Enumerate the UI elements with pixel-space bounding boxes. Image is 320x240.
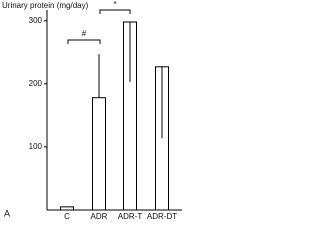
bar bbox=[92, 97, 106, 211]
bracket bbox=[99, 9, 131, 14]
y-tick-label: 300 bbox=[29, 16, 43, 25]
bracket bbox=[67, 39, 101, 44]
x-tick-label: C bbox=[64, 212, 70, 221]
panel-label: A bbox=[4, 208, 10, 218]
y-tick-label: 100 bbox=[29, 142, 43, 151]
annotation: # bbox=[82, 29, 87, 38]
annotation: * bbox=[113, 0, 116, 9]
x-tick-label: ADR-DT bbox=[147, 212, 177, 221]
bar bbox=[60, 206, 74, 211]
y-axis-label: Urinary protein (mg/day) bbox=[2, 1, 89, 10]
x-tick-label: ADR bbox=[91, 212, 108, 221]
x-tick-label: ADR-T bbox=[118, 212, 143, 221]
y-tick-label: 200 bbox=[29, 79, 43, 88]
chart: Urinary protein (mg/day) A # * 100 200 300… bbox=[2, 0, 182, 221]
